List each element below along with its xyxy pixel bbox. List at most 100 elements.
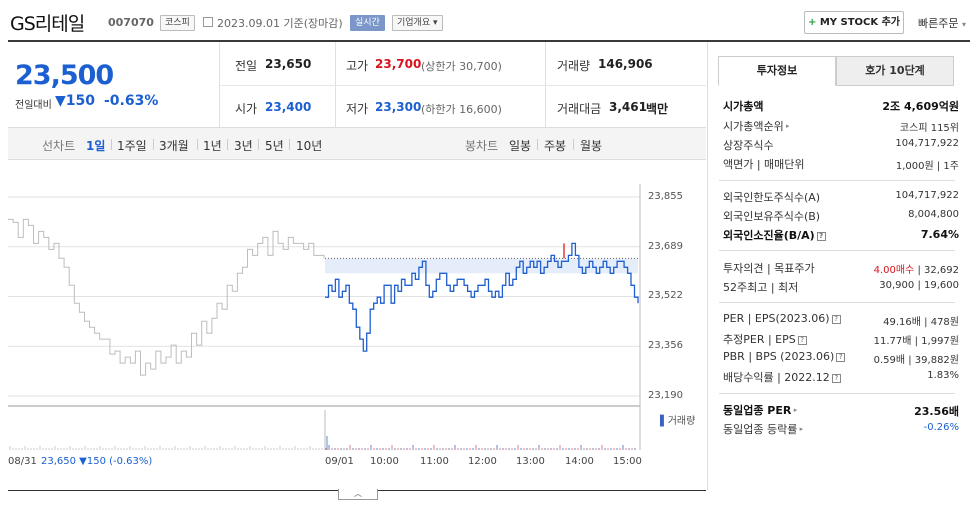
price-summary	[8, 42, 706, 128]
prev-date-label: 08/31	[8, 456, 37, 467]
x-tick-label: 14:00	[565, 456, 594, 467]
market-cap-rank-label[interactable]: 시가총액순위 ▸	[723, 118, 789, 134]
y-tick-label: 23,689	[648, 241, 683, 252]
volume-label: 거래량	[557, 59, 591, 73]
foreign-ratio-value: 7.64%	[920, 228, 959, 241]
today-series-line	[325, 242, 639, 352]
foreign-holding-label: 외국인보유주식수(B)	[723, 210, 821, 223]
volume-legend-label: 거래량	[667, 416, 696, 427]
dividend-text: 배당수익률 | 2022.12	[723, 371, 830, 384]
divider	[719, 180, 955, 181]
divider	[219, 42, 220, 128]
high-label: 고가	[346, 59, 369, 73]
week52-label: 52주최고 | 최저	[723, 281, 799, 294]
foreign-ratio-label: 외국인소진율(B/A)?	[723, 227, 826, 243]
per-eps-text: PER | EPS(2023.06)	[723, 312, 830, 325]
quick-order-label: 빠른주문	[918, 17, 959, 30]
tab-orderbook-10[interactable]: 호가 10단계	[836, 56, 954, 86]
my-stock-add-button[interactable]: + MY STOCK 추가	[804, 11, 904, 34]
tab-1year[interactable]: 1년	[203, 139, 222, 153]
industry-per-value: 23.56배	[914, 405, 959, 418]
chevron-down-icon: ▾	[433, 18, 438, 28]
listed-shares-label: 상장주식수	[723, 139, 774, 152]
chevron-down-icon: ▾	[961, 20, 966, 29]
industry-rate-text: 동일업종 등락률	[723, 423, 798, 436]
tab-weekly-candle[interactable]: 주봉	[544, 139, 567, 153]
divider	[719, 302, 955, 303]
y-tick-label: 23,855	[648, 191, 683, 202]
tab-3month[interactable]: 3개월	[159, 139, 189, 153]
divider	[111, 139, 112, 150]
candle-chart-label: 봉차트	[465, 139, 499, 153]
industry-rate-link[interactable]: 동일업종 등락률 ▸	[723, 421, 803, 437]
est-per-label: 추정PER | EPS?	[723, 331, 807, 347]
y-tick-label: 23,522	[648, 290, 683, 301]
tab-5year[interactable]: 5년	[265, 139, 284, 153]
caret-right-icon: ▸	[797, 425, 804, 433]
tab-3year[interactable]: 3년	[234, 139, 253, 153]
dividend-label: 배당수익률 | 2022.12?	[723, 369, 841, 385]
prev-close-value: 23,650	[265, 57, 312, 71]
amount-label: 거래대금	[557, 102, 602, 116]
market-badge: 코스피	[160, 15, 195, 31]
help-icon[interactable]: ?	[831, 374, 841, 383]
market-cap-label: 시가총액	[723, 100, 764, 113]
tab-1day[interactable]: 1일	[86, 139, 106, 153]
change-percent: -0.63%	[104, 93, 159, 109]
x-tick-label: 15:00	[613, 456, 642, 467]
divider	[197, 139, 198, 150]
stock-name: GS리테일	[10, 13, 85, 35]
calendar-icon	[203, 17, 213, 27]
low-label: 저가	[346, 102, 369, 116]
help-icon[interactable]: ?	[797, 336, 807, 345]
divider	[719, 393, 955, 394]
y-tick-label: 23,356	[648, 340, 683, 351]
help-icon[interactable]: ?	[836, 353, 846, 362]
week52-value: 30,900 | 19,600	[879, 280, 959, 291]
tab-1week[interactable]: 1주일	[117, 139, 147, 153]
divider	[220, 85, 706, 86]
amount-value: 3,461	[609, 100, 647, 114]
quick-order-link[interactable]: 빠른주문 ▾	[918, 15, 966, 31]
chevron-up-icon[interactable]: ︿	[338, 489, 378, 500]
volume-bar-icon: ▌	[660, 416, 668, 427]
help-icon[interactable]: ?	[816, 232, 826, 241]
est-per-text: 추정PER | EPS	[723, 333, 796, 346]
market-cap-rank-text: 시가총액순위	[723, 120, 784, 133]
per-eps-value: 49.16배 | 478원	[883, 317, 959, 328]
low-value: 23,300	[375, 100, 422, 114]
target-price: 32,692	[924, 265, 959, 276]
high-value: 23,700	[375, 57, 422, 71]
foreign-ratio-text: 외국인소진율(B/A)	[723, 229, 815, 242]
foreign-limit-value: 104,717,922	[895, 190, 959, 201]
par-value-value: 1,000원 | 1주	[895, 161, 959, 172]
today-area-fill	[325, 258, 638, 274]
divider	[227, 139, 228, 150]
open-value: 23,400	[265, 100, 312, 114]
change-label: 전일대비	[15, 100, 52, 111]
divider	[719, 250, 955, 251]
industry-rate-value: -0.26%	[923, 422, 959, 433]
x-tick-label: 12:00	[468, 456, 497, 467]
tab-daily-candle[interactable]: 일봉	[509, 139, 532, 153]
open-label: 시가	[235, 102, 258, 116]
tab-10year[interactable]: 10년	[296, 139, 323, 153]
est-per-value: 11.77배 | 1,997원	[873, 336, 959, 347]
realtime-badge[interactable]: 실시간	[350, 15, 385, 31]
x-tick-label: 09/01	[325, 456, 354, 467]
help-icon[interactable]: ?	[831, 315, 841, 324]
tab-monthly-candle[interactable]: 월봉	[580, 139, 603, 153]
company-info-dropdown[interactable]: 기업개요 ▾	[392, 15, 443, 31]
caret-right-icon: ▸	[783, 122, 790, 130]
dividend-value: 1.83%	[927, 370, 959, 381]
pbr-bps-value: 0.59배 | 39,882원	[873, 355, 959, 366]
x-tick-label: 11:00	[420, 456, 449, 467]
stock-header: GS리테일 007070 코스피 2023.09.01 기준(장마감) 실시간 …	[0, 0, 978, 42]
stock-code: 007070	[108, 16, 154, 29]
opinion-label: 투자의견 | 목표주가	[723, 262, 815, 275]
foreign-holding-value: 8,004,800	[908, 209, 959, 220]
tab-investment-info[interactable]: 투자정보	[718, 56, 836, 86]
industry-per-link[interactable]: 동일업종 PER ▸	[723, 402, 797, 418]
date-text: 2023.09.01 기준(장마감)	[217, 17, 343, 30]
